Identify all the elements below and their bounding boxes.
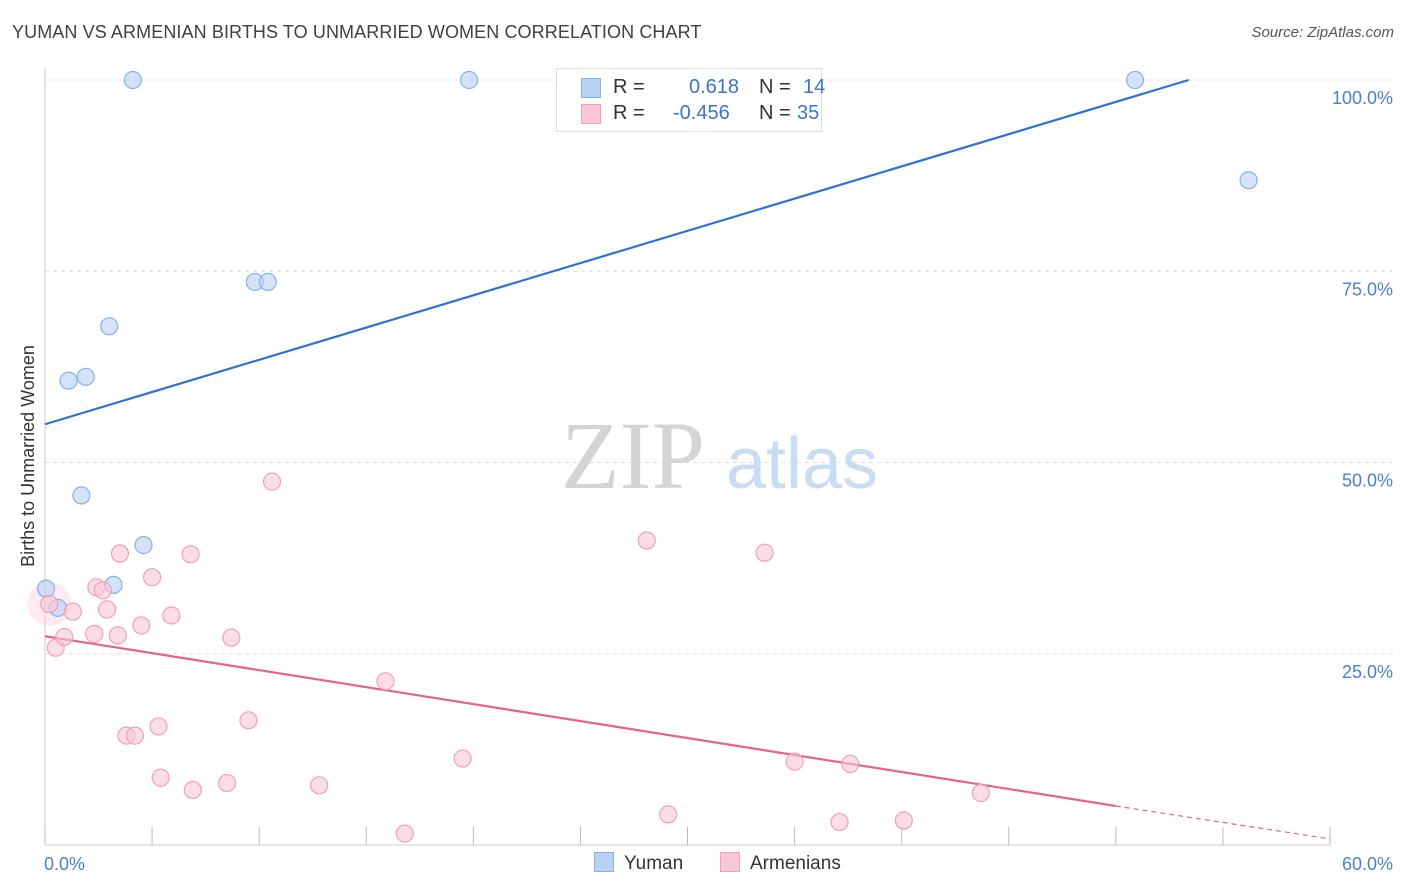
bottom-legend-label-armenians: Armenians	[750, 853, 841, 874]
y-tick-label-100: 100.0%	[1332, 88, 1393, 108]
watermark-zip: ZIP	[561, 402, 705, 509]
armenian-point-5	[85, 624, 104, 643]
legend-r-value-yuman: 0.618	[689, 76, 740, 98]
yuman-point-5	[100, 317, 119, 336]
correlation-legend: R = 0.618 N = 14 R = -0.456 N = 35	[556, 68, 826, 132]
yuman-point-12	[1126, 70, 1145, 90]
point-layer	[27, 70, 1258, 843]
legend-n-label: N =	[759, 76, 791, 98]
yuman-point-8	[123, 70, 142, 90]
y-tick-label-50: 50.0%	[1342, 471, 1393, 491]
legend-r-label: R =	[613, 102, 645, 124]
armenian-point-25	[395, 824, 414, 843]
legend-n-label: N =	[759, 102, 791, 124]
bottom-legend-swatch-yuman	[594, 852, 614, 872]
armenian-point-32	[841, 754, 860, 774]
armenian-point-24	[376, 672, 395, 691]
armenian-trend-line	[44, 635, 1117, 808]
armenian-point-14	[149, 717, 168, 736]
armenian-point-21	[239, 711, 258, 730]
yuman-point-2	[59, 371, 78, 390]
armenian-point-34	[971, 783, 991, 803]
armenian-point-26	[453, 749, 472, 768]
watermark-atlas: atlas	[726, 424, 878, 504]
y-axis-label: Births to Unmarried Women	[18, 345, 38, 567]
yuman-trend-line	[44, 78, 1189, 426]
armenian-point-11	[125, 726, 145, 745]
yuman-point-13	[1239, 171, 1258, 190]
armenian-point-22	[262, 472, 282, 491]
yuman-point-0	[36, 579, 56, 598]
armenian-point-17	[181, 545, 200, 564]
legend-r-label: R =	[613, 76, 645, 98]
bottom-legend-armenians: Armenians	[720, 852, 841, 875]
legend-swatch-yuman	[581, 78, 601, 98]
bottom-legend-yuman: Yuman	[594, 852, 683, 875]
armenian-point-33	[894, 811, 913, 830]
legend-r-value-armenians: -0.456	[673, 102, 730, 124]
armenian-point-7	[98, 600, 117, 619]
armenian-trend-extension	[1115, 805, 1331, 840]
armenian-point-28	[659, 805, 678, 824]
armenian-point-6	[93, 581, 112, 600]
armenian-point-19	[217, 773, 237, 793]
armenian-point-0	[40, 594, 59, 614]
bottom-legend-swatch-armenians	[720, 852, 740, 872]
armenian-point-20	[222, 628, 241, 647]
armenian-point-9	[110, 544, 130, 563]
chart-title: YUMAN VS ARMENIAN BIRTHS TO UNMARRIED WO…	[12, 22, 702, 42]
legend-n-value-armenians: 35	[797, 102, 820, 124]
armenian-point-13	[142, 568, 162, 587]
legend-swatch-armenians	[581, 104, 601, 124]
x-tick-label-max: 60.0%	[1342, 854, 1393, 874]
armenian-point-30	[785, 752, 804, 771]
armenian-point-16	[162, 606, 181, 625]
y-tick-label-75: 75.0%	[1342, 279, 1393, 299]
legend-n-value-yuman: 14	[803, 76, 826, 98]
x-tick-label-min: 0.0%	[44, 854, 85, 874]
armenian-point-12	[132, 616, 151, 635]
yuman-point-3	[76, 367, 95, 386]
trend-layer	[44, 78, 1331, 840]
armenian-point-29	[755, 543, 774, 562]
armenian-point-18	[183, 780, 202, 800]
armenian-point-2	[55, 627, 74, 647]
bottom-legend-label-yuman: Yuman	[624, 853, 684, 874]
yuman-point-7	[134, 536, 153, 555]
axis-layer: 25.0% 50.0% 75.0% 100.0% 0.0% 60.0%	[44, 68, 1393, 874]
yuman-point-10	[258, 272, 277, 292]
armenian-point-23	[310, 776, 329, 795]
yuman-point-4	[72, 486, 91, 505]
armenian-point-27	[637, 531, 656, 550]
yuman-point-11	[459, 70, 479, 90]
armenian-point-15	[151, 768, 170, 787]
watermark: ZIP atlas	[561, 402, 878, 509]
grid-layer	[45, 79, 1395, 655]
armenian-point-31	[830, 812, 849, 832]
source-credit: Source: ZipAtlas.com	[1251, 24, 1394, 41]
y-tick-label-25: 25.0%	[1342, 662, 1393, 682]
armenian-point-8	[108, 626, 127, 645]
armenian-point-3	[63, 602, 82, 621]
